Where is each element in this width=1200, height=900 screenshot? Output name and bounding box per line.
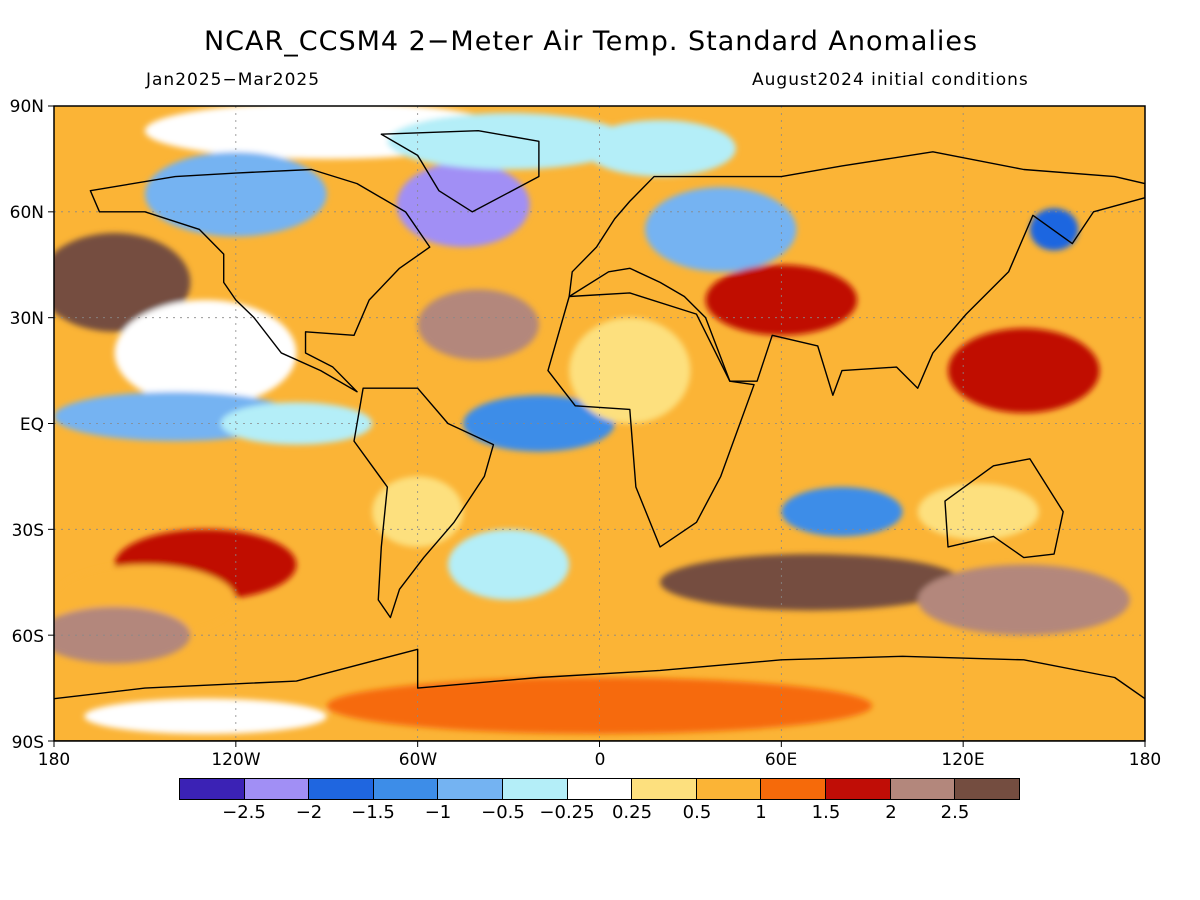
colorbar-label: 0.5 [682, 802, 712, 823]
colorbar-label: 1.5 [811, 802, 841, 823]
lat-label-60n: 60N [9, 203, 44, 223]
lon-label-60e: 60E [764, 750, 798, 770]
anomaly-region [54, 606, 191, 664]
anomaly-region [114, 300, 297, 406]
anomaly-region [644, 187, 797, 272]
anomaly-region [144, 151, 327, 237]
lon-label-60w: 60W [398, 750, 438, 770]
colorbar-swatch [244, 779, 310, 799]
coastline [944, 458, 1064, 559]
colorbar-swatch [696, 779, 762, 799]
anomaly-region [220, 402, 373, 445]
lon-label-180e: 180 [1128, 750, 1162, 770]
anomaly-region [417, 289, 539, 360]
anomaly-region [447, 529, 570, 600]
lat-label-90s: 90S [11, 733, 44, 753]
colorbar-label: 1 [755, 802, 767, 823]
colorbar-label: −0.5 [481, 802, 525, 823]
anomaly-region [54, 233, 191, 332]
anomaly-region [781, 487, 903, 537]
anomaly-field [54, 106, 1130, 734]
anomaly-region [372, 476, 464, 547]
lat-label-60s: 60S [11, 627, 44, 647]
coastline [54, 648, 1145, 741]
lon-label-0: 0 [594, 750, 606, 770]
coastline [380, 129, 540, 213]
anomaly-region [1029, 208, 1079, 251]
colorbar-label: 2.5 [940, 802, 970, 823]
lon-label-180w: 180 [37, 750, 71, 770]
anomaly-region [387, 113, 630, 170]
axis-ticks [48, 105, 1146, 747]
colorbar-swatch [309, 779, 374, 799]
anomaly-region [660, 554, 964, 611]
colorbar-swatch [761, 779, 827, 799]
colorbar-label: −2 [295, 802, 323, 823]
colorbar-label: −2.5 [222, 802, 266, 823]
colorbar-label: 0.25 [611, 802, 653, 823]
coastline [353, 387, 495, 619]
colorbar-swatch [826, 779, 891, 799]
anomaly-region [705, 264, 858, 336]
colorbar-label: −1 [424, 802, 452, 823]
map-title: NCAR_CCSM4 2−Meter Air Temp. Standard An… [203, 26, 979, 57]
colorbar-label: −1.5 [351, 802, 395, 823]
anomaly-region [326, 677, 873, 734]
colorbar-swatch [567, 779, 633, 799]
colorbar-swatch [373, 779, 439, 799]
lon-label-120e: 120E [941, 750, 985, 770]
anomaly-region [948, 328, 1100, 413]
lat-label-90n: 90N [9, 97, 44, 117]
lat-label-eq: EQ [19, 415, 44, 435]
colorbar-swatch [438, 779, 504, 799]
anomaly-region [84, 698, 327, 734]
coastlines [54, 129, 1145, 741]
colorbar-swatch [503, 779, 568, 799]
anomaly-region [917, 483, 1039, 540]
graticule [54, 106, 1145, 741]
anomaly-region [396, 162, 530, 248]
anomaly-map [48, 105, 1146, 747]
anomaly-region [584, 120, 736, 177]
colorbar-swatch [955, 779, 1019, 799]
lat-label-30s: 30S [11, 521, 44, 541]
anomaly-region [569, 317, 691, 424]
coastline [568, 151, 1145, 396]
forecast-period: Jan2025−Mar2025 [146, 70, 321, 90]
lat-label-30n: 30N [9, 309, 44, 329]
lon-label-120w: 120W [211, 750, 261, 770]
colorbar [179, 778, 1020, 800]
colorbar-label: 2 [885, 802, 897, 823]
colorbar-swatch [632, 779, 697, 799]
coastline [547, 292, 755, 548]
colorbar-label: −0.25 [539, 802, 595, 823]
coastline [89, 168, 431, 393]
initial-conditions: August2024 initial conditions [752, 70, 1029, 90]
colorbar-swatch [180, 779, 245, 799]
anomaly-region [917, 564, 1130, 636]
colorbar-swatch [890, 779, 956, 799]
